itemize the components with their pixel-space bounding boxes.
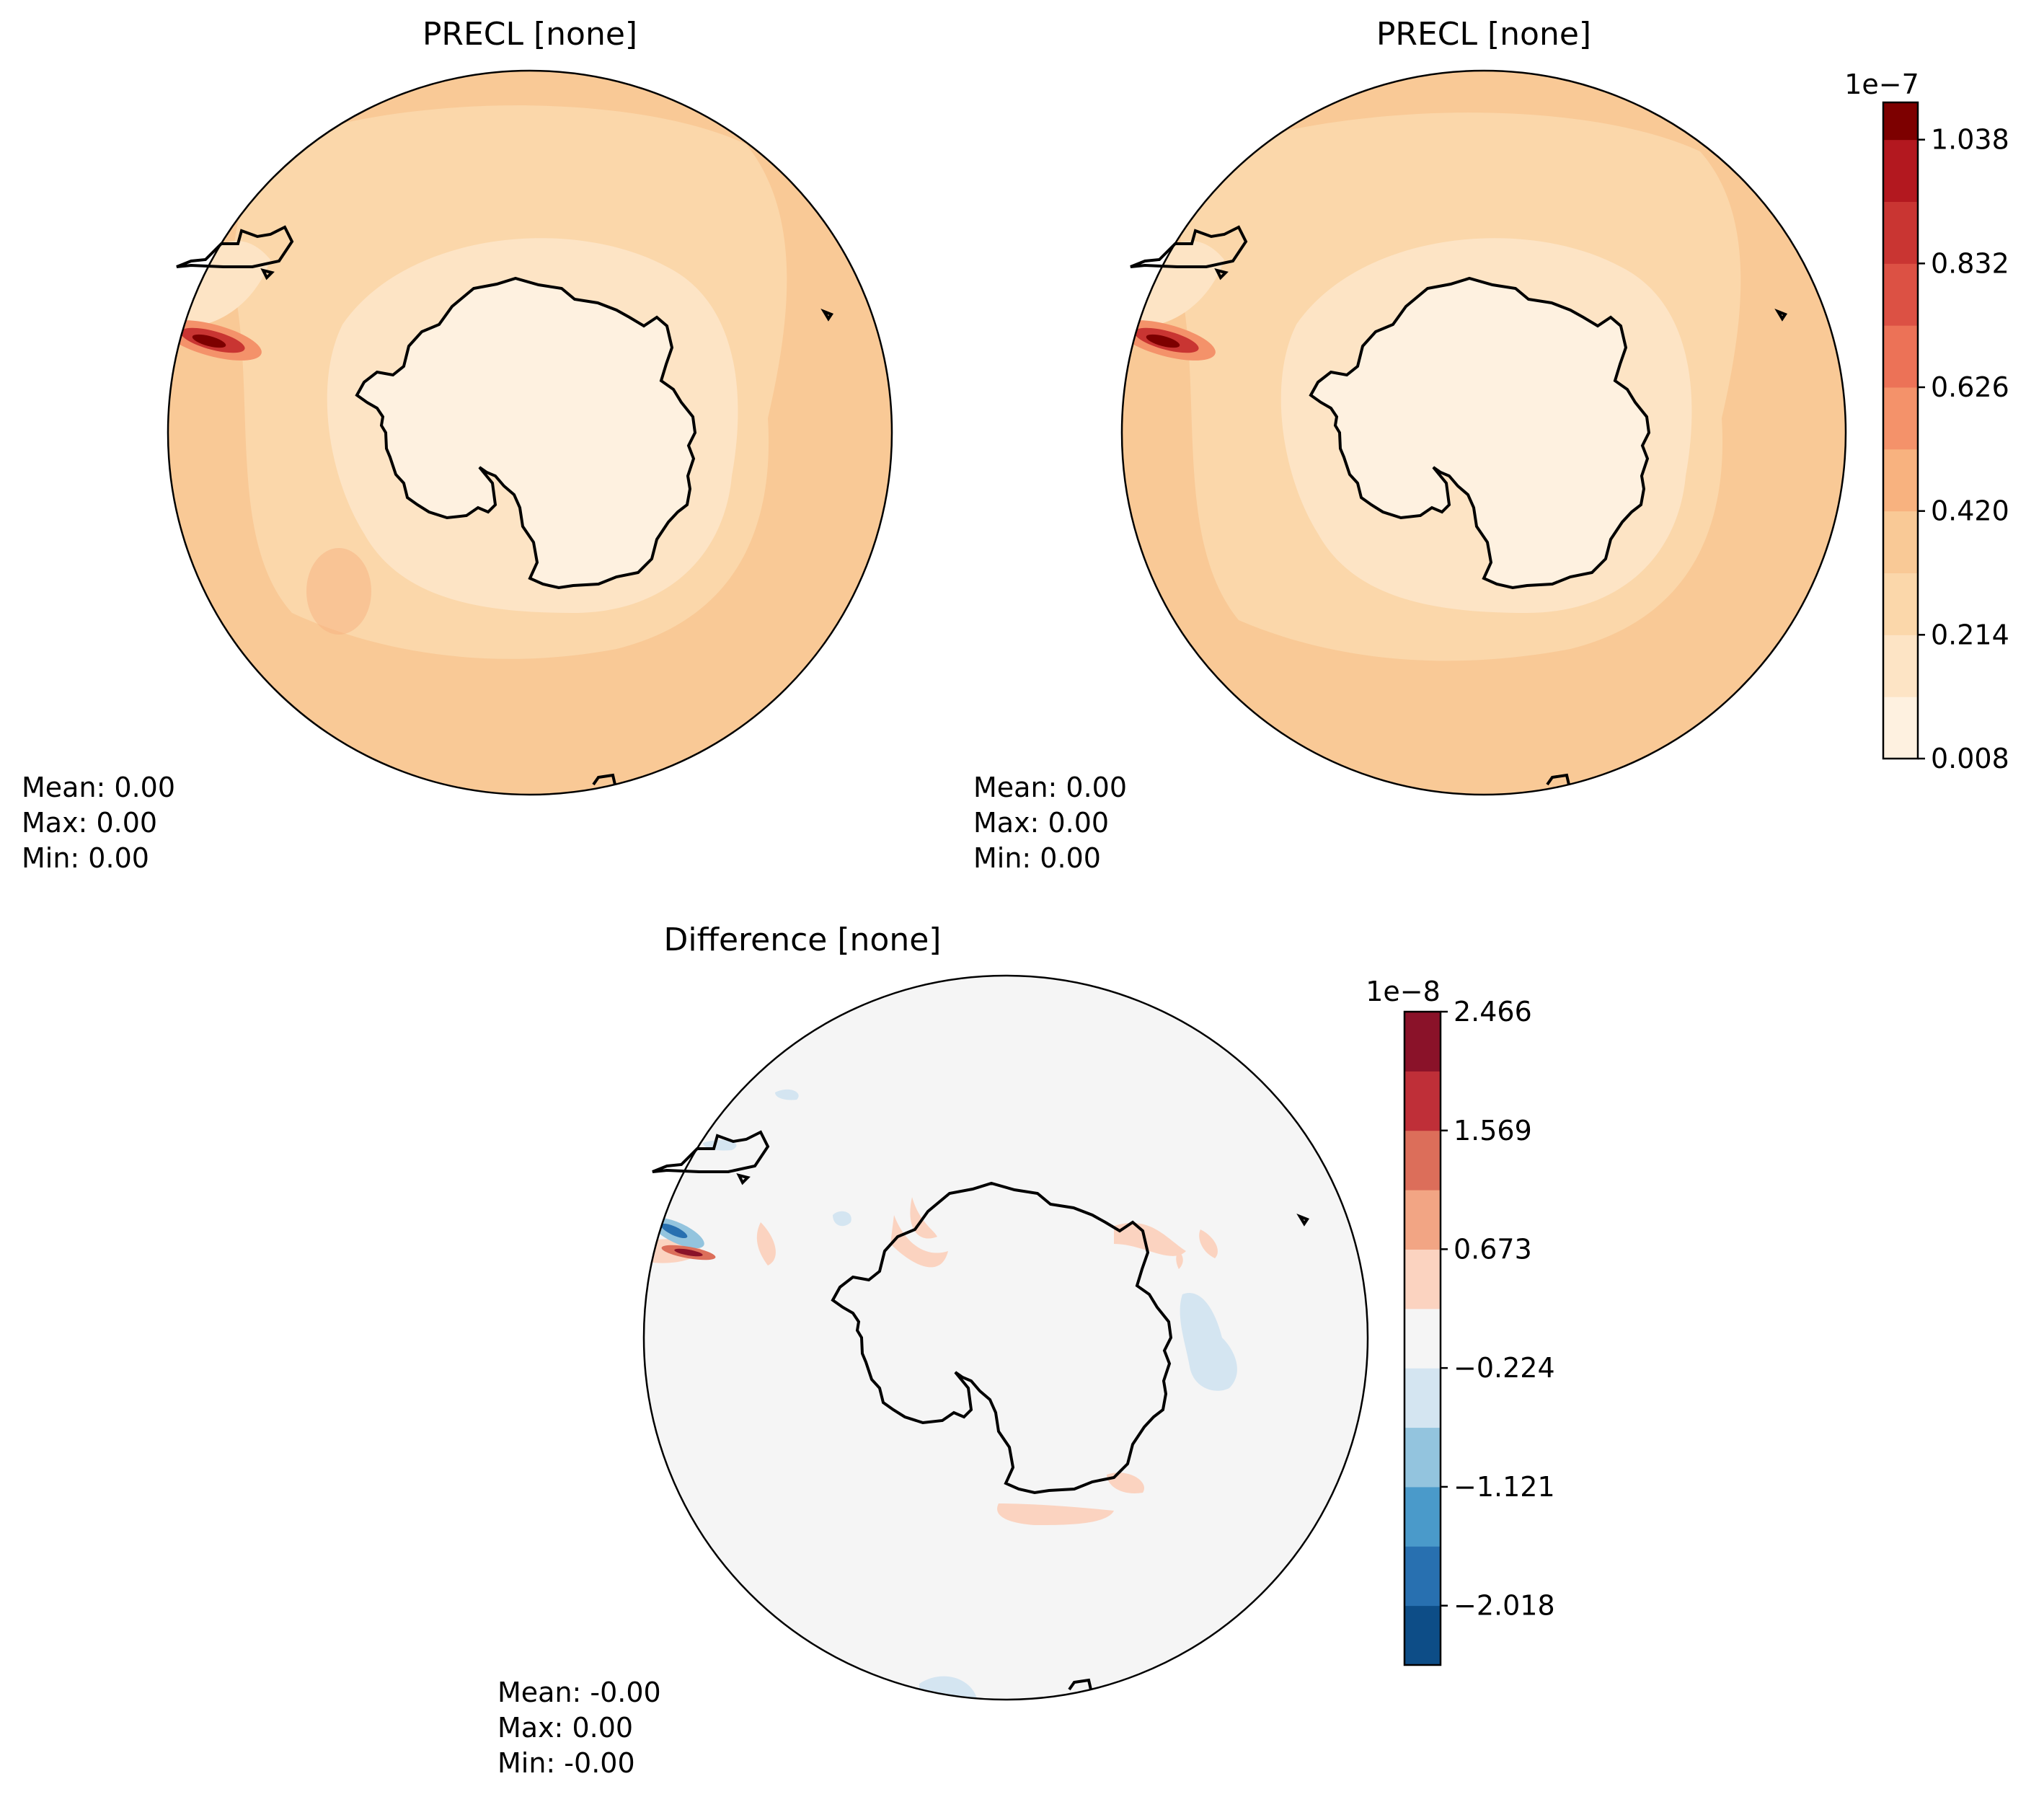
colorbar-difference-exponent: 1e−8	[1366, 976, 1441, 1007]
panel-b-coastlines	[1129, 226, 1788, 786]
colorbar-difference-tick-label: −0.224	[1454, 1352, 1555, 1384]
colorbar-precl-frame	[1882, 101, 1919, 760]
panel-b-title: PRECL [none]	[1376, 16, 1591, 53]
panel-a-boundary	[167, 69, 893, 796]
colorbar-difference-tick-label: 1.569	[1454, 1115, 1532, 1147]
panel-a-field	[168, 71, 892, 795]
colorbar-precl-tick-label: 1.038	[1931, 124, 2009, 156]
panel-c-min: Min: -0.00	[497, 1747, 635, 1779]
colorbar-precl-swatches	[1883, 102, 1918, 759]
colorbar-difference-ticks: −2.018 −1.121 −0.224 0.673 1.569 2.466	[1441, 996, 1555, 1622]
colorbar-difference-swatch	[1404, 1012, 1441, 1072]
colorbar-precl-swatch	[1883, 139, 1918, 202]
panel-c-title: Difference [none]	[664, 922, 942, 958]
colorbar-difference-swatches	[1404, 1012, 1441, 1666]
panel-b-mean: Mean: 0.00	[973, 772, 1127, 803]
colorbar-difference-swatch	[1404, 1190, 1441, 1250]
colorbar-precl-swatch	[1883, 635, 1918, 697]
panel-a-min: Min: 0.00	[22, 842, 149, 874]
panel-c-boundary	[642, 974, 1369, 1701]
panel-c-max: Max: 0.00	[497, 1712, 633, 1744]
colorbar-precl-swatch	[1883, 449, 1918, 512]
colorbar-difference-swatch	[1404, 1605, 1441, 1666]
colorbar-precl: 1e−7 0.008 0.214 0.420 0.626 0.832 1.038	[1844, 69, 2009, 774]
colorbar-difference-swatch	[1404, 1130, 1441, 1191]
colorbar-difference-tick-label: −2.018	[1454, 1590, 1555, 1622]
panel-c-mean: Mean: -0.00	[497, 1677, 661, 1708]
panel-a: PRECL [none]	[167, 16, 893, 796]
panel-c-stats: Mean: -0.00 Max: 0.00 Min: -0.00	[497, 1677, 661, 1779]
panel-c-coastlines	[651, 1131, 1310, 1691]
panel-c-field	[644, 976, 1368, 1700]
colorbar-difference: 1e−8 −2.018 −1.121 −0.224 0.673 1.569 2.466	[1366, 976, 1555, 1666]
colorbar-difference-tick-label: −1.121	[1454, 1471, 1555, 1503]
colorbar-difference-swatch	[1404, 1486, 1441, 1547]
panel-c-negative-region	[1180, 1293, 1237, 1391]
panel-a-mean: Mean: 0.00	[22, 772, 175, 803]
colorbar-difference-swatch	[1404, 1308, 1441, 1369]
panel-b-field	[1122, 71, 1846, 795]
colorbar-precl-tick-label: 0.214	[1931, 619, 2009, 650]
panel-b-stats: Mean: 0.00 Max: 0.00 Min: 0.00	[973, 772, 1127, 874]
colorbar-difference-swatch	[1404, 1368, 1441, 1428]
colorbar-precl-swatch	[1883, 325, 1918, 388]
panel-b-max: Max: 0.00	[973, 807, 1109, 839]
colorbar-difference-tick-label: 0.673	[1454, 1233, 1532, 1265]
colorbar-precl-tick-label: 0.626	[1931, 371, 2009, 403]
panel-a-title: PRECL [none]	[422, 16, 637, 53]
colorbar-precl-swatch	[1883, 511, 1918, 573]
colorbar-precl-swatch	[1883, 102, 1918, 141]
panel-a-stats: Mean: 0.00 Max: 0.00 Min: 0.00	[22, 772, 175, 874]
colorbar-difference-tick-label: 2.466	[1454, 996, 1532, 1028]
colorbar-precl-tick-label: 0.008	[1931, 743, 2009, 774]
panel-a-coastlines	[175, 226, 834, 786]
panel-b-boundary	[1120, 69, 1847, 796]
colorbar-difference-frame	[1403, 1010, 1442, 1666]
colorbar-precl-swatch	[1883, 263, 1918, 326]
colorbar-precl-tick-label: 0.420	[1931, 495, 2009, 527]
colorbar-difference-swatch	[1404, 1071, 1441, 1131]
colorbar-difference-swatch	[1404, 1427, 1441, 1488]
colorbar-precl-swatch	[1883, 201, 1918, 264]
colorbar-difference-swatch	[1404, 1546, 1441, 1607]
panel-a-max: Max: 0.00	[22, 807, 157, 839]
colorbar-precl-ticks: 0.008 0.214 0.420 0.626 0.832 1.038	[1918, 124, 2009, 774]
panel-b-min: Min: 0.00	[973, 842, 1101, 874]
colorbar-precl-swatch	[1883, 387, 1918, 450]
panel-b: PRECL [none]	[1120, 16, 1847, 796]
colorbar-precl-exponent: 1e−7	[1844, 69, 1919, 100]
panel-c: Difference [none]	[642, 922, 1369, 1701]
colorbar-precl-swatch	[1883, 697, 1918, 759]
colorbar-difference-swatch	[1404, 1249, 1441, 1309]
colorbar-precl-tick-label: 0.832	[1931, 247, 2009, 279]
panel-c-background	[644, 976, 1368, 1700]
colorbar-precl-swatch	[1883, 573, 1918, 635]
